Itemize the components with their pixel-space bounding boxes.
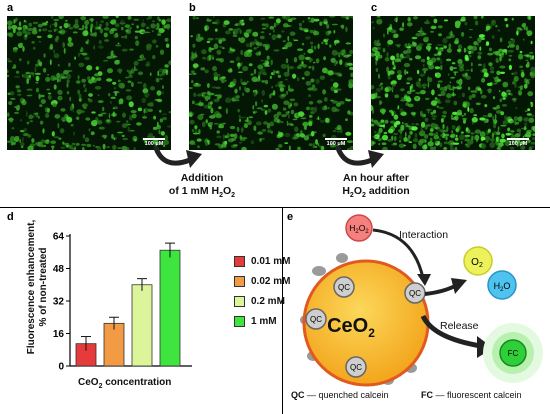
ceo2-label: CeO2 bbox=[327, 315, 375, 340]
micrograph-c: 100 μM bbox=[371, 16, 535, 150]
micrograph-a: 100 μM bbox=[7, 16, 171, 150]
bar-3 bbox=[159, 249, 181, 367]
scale-bar-a: 100 μM bbox=[143, 138, 165, 147]
qc-molecule-4: QC bbox=[404, 282, 426, 304]
bar-chart: 0 16 32 48 64 bbox=[53, 232, 192, 373]
fc-molecule: FC bbox=[483, 323, 543, 383]
legend-swatch bbox=[234, 276, 245, 287]
legend-swatch bbox=[234, 316, 245, 327]
legend-item-3: 1 mM bbox=[234, 316, 277, 327]
products-arrow bbox=[424, 284, 456, 296]
panel-label-c: c bbox=[371, 2, 378, 14]
qc-molecule-3: QC bbox=[345, 356, 367, 378]
micrograph-b-image bbox=[189, 16, 353, 150]
h2o2-molecule: H2O2 bbox=[345, 214, 373, 242]
interaction-label: Interaction bbox=[399, 229, 448, 241]
curved-arrow-2 bbox=[335, 145, 384, 168]
legend-item-1: 0.02 mM bbox=[234, 276, 290, 287]
svg-text:H2O2: H2O2 bbox=[349, 223, 369, 235]
release-arrow bbox=[420, 314, 482, 349]
y-tick-label: 64 bbox=[53, 232, 65, 243]
svg-text:QC: QC bbox=[310, 315, 322, 324]
bar-1 bbox=[103, 322, 125, 367]
scale-bar-c: 100 μM bbox=[507, 138, 529, 147]
svg-text:QC: QC bbox=[338, 283, 350, 292]
caption-hour-after: An hour after H2O2 addition bbox=[342, 172, 410, 200]
interaction-arrowhead bbox=[417, 274, 431, 286]
o2-molecule: O2 bbox=[463, 246, 493, 276]
legend-item-0: 0.01 mM bbox=[234, 256, 290, 267]
qc-molecule-1: QC bbox=[333, 276, 355, 298]
y-tick-label: 48 bbox=[53, 264, 65, 275]
legend-swatch bbox=[234, 256, 245, 267]
scale-bar-b: 100 μM bbox=[325, 138, 347, 147]
mechanism-diagram: CeO2 QC QC QC QC H2O2 Interaction O2 H2O… bbox=[291, 214, 543, 400]
svg-text:H2O: H2O bbox=[494, 281, 511, 293]
svg-text:QC: QC bbox=[350, 363, 362, 372]
y-tick-label: 0 bbox=[58, 362, 64, 373]
y-tick-label: 16 bbox=[53, 329, 65, 340]
micrograph-c-image bbox=[371, 16, 535, 150]
x-axis-title: CeO2 concentration bbox=[78, 377, 172, 390]
horizontal-divider bbox=[0, 207, 550, 208]
svg-text:O2: O2 bbox=[471, 257, 483, 269]
panel-label-d: d bbox=[7, 211, 14, 223]
h2o-molecule: H2O bbox=[487, 270, 517, 300]
micrograph-a-image bbox=[7, 16, 171, 150]
qc-molecule-2: QC bbox=[305, 308, 327, 330]
panel-label-e: e bbox=[287, 211, 294, 223]
panel-label-b: b bbox=[189, 2, 196, 14]
products-arrowhead bbox=[451, 278, 467, 294]
legend-item-2: 0.2 mM bbox=[234, 296, 285, 307]
interaction-arrow bbox=[372, 228, 425, 279]
qc-legend: QC — quenched calcein bbox=[291, 390, 389, 400]
fc-legend: FC — fluorescent calcein bbox=[421, 390, 522, 400]
caption-addition: Addition of 1 mM H2O2 bbox=[168, 172, 236, 200]
svg-text:QC: QC bbox=[409, 289, 421, 298]
legend-swatch bbox=[234, 296, 245, 307]
y-tick-label: 32 bbox=[53, 297, 65, 308]
curved-arrow-1 bbox=[153, 145, 202, 168]
micrograph-b: 100 μM bbox=[189, 16, 353, 150]
vertical-divider bbox=[282, 207, 283, 414]
bar-2 bbox=[131, 284, 153, 367]
panel-label-a: a bbox=[7, 2, 14, 14]
svg-text:FC: FC bbox=[508, 349, 519, 358]
release-label: Release bbox=[440, 320, 479, 332]
